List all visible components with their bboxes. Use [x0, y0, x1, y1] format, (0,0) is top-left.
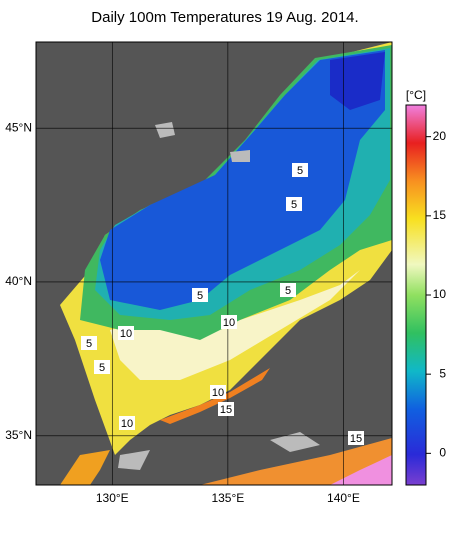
contour-label-box [286, 197, 302, 211]
map-frame [35, 41, 393, 486]
contour-label-box [210, 385, 226, 399]
contour-label-box [81, 336, 97, 350]
contour-label: 10 [212, 387, 224, 399]
colorbar-tick-label: 10 [433, 287, 447, 301]
contour-label-box [94, 360, 110, 374]
contour-label-box [221, 315, 237, 329]
lat-label: 45°N [5, 120, 32, 134]
colorbar-tick-label: 15 [433, 208, 447, 222]
lat-label: 40°N [5, 274, 32, 288]
contour-label: 15 [350, 433, 362, 445]
contour-label: 10 [120, 328, 132, 340]
colorbar-tick-label: 5 [439, 366, 446, 380]
contour-label: 10 [121, 418, 133, 430]
colorbar-tick-label: 0 [439, 446, 446, 460]
contour-label-box [192, 288, 208, 302]
contour-label-box [348, 431, 364, 445]
contour-label: 5 [86, 338, 92, 350]
lon-label: 135°E [211, 491, 244, 505]
contour-label: 5 [297, 165, 303, 177]
contour-label: 5 [291, 199, 297, 211]
contour-label: 15 [220, 404, 232, 416]
colorbar-tick-label: 20 [433, 129, 447, 143]
contour-label-box [218, 402, 234, 416]
title: Daily 100m Temperatures 19 Aug. 2014. [91, 9, 358, 26]
contour-label: 5 [197, 290, 203, 302]
contour-label-box [292, 163, 308, 177]
contour-label-box [280, 283, 296, 297]
contour-label-box [119, 416, 135, 430]
contour-label: 5 [285, 285, 291, 297]
lon-label: 130°E [96, 491, 129, 505]
lat-label: 35°N [5, 428, 32, 442]
lon-label: 140°E [327, 491, 360, 505]
colorbar-unit: [°C] [406, 88, 426, 102]
contour-label: 5 [99, 362, 105, 374]
contour-label: 10 [223, 317, 235, 329]
temperature-field [36, 42, 392, 485]
contour-label-box [118, 326, 134, 340]
colorbar [405, 104, 427, 486]
